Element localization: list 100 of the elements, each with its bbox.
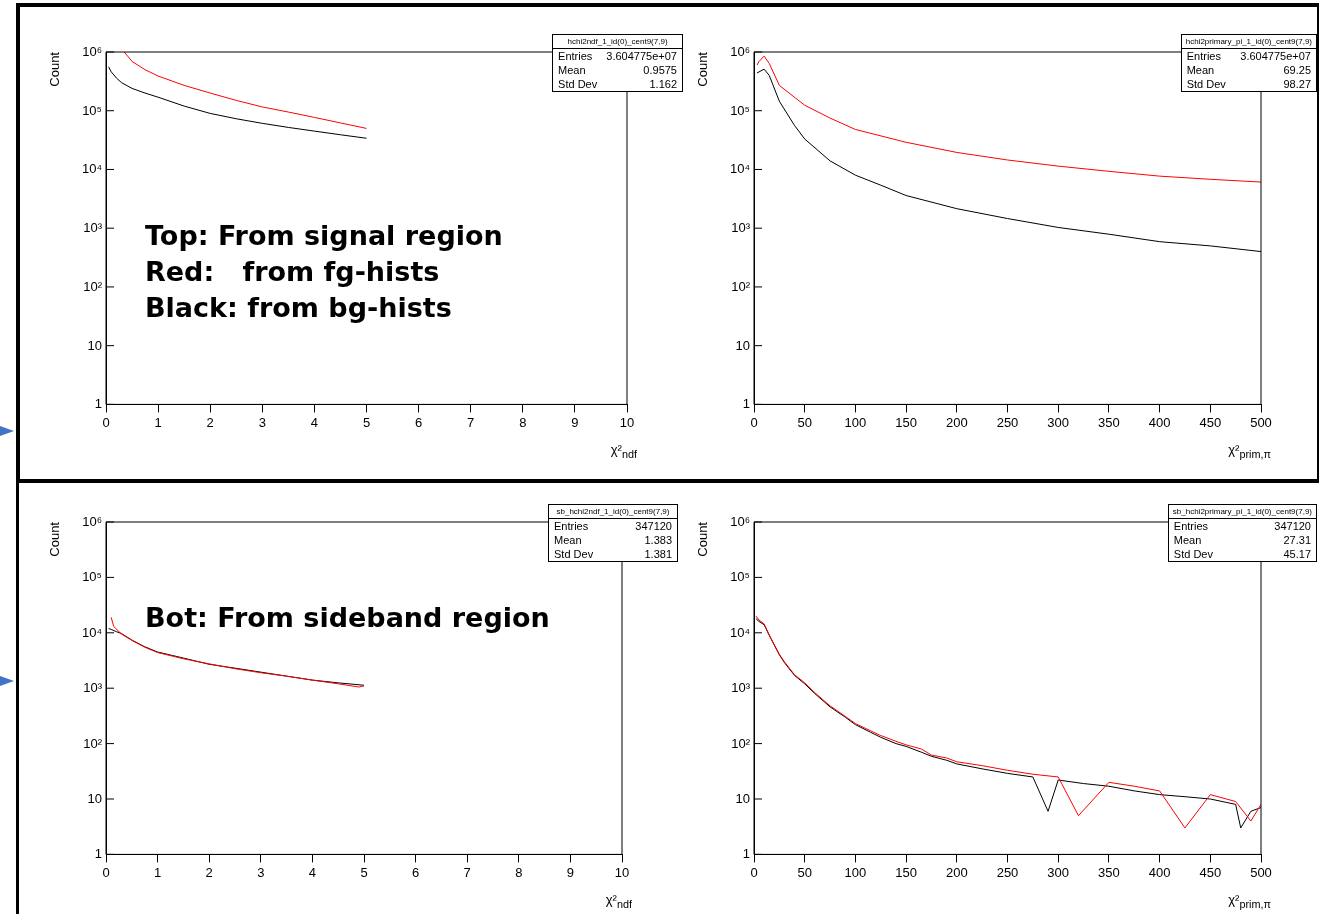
y-tick-label: 10² [83,278,102,295]
x-tick-label: 0 [750,864,758,880]
y-axis-title: Count [47,521,63,557]
x-tick-label: 10 [619,414,635,430]
text: hchi2ndf_1_id(0)_cent9(7,9) [553,35,682,49]
text: Std Dev 45.17 [1173,548,1311,560]
x-tick-label: 50 [797,864,812,880]
x-tick-label: 5 [360,864,368,880]
text: Mean 1.383 [554,534,672,546]
y-axis-title: Count [695,51,711,87]
annotation: Red: from fg-hists [145,255,441,289]
x-tick-label: 100 [844,414,867,430]
x-tick-label: 250 [996,864,1019,880]
x-axis-title: χ²$_{prim,π}$ [1228,442,1271,460]
y-tick-label: 10⁴ [81,624,102,641]
x-tick-label: 200 [945,864,968,880]
y-tick-label: 1 [94,396,102,413]
annotation: Bot: From sideband region [145,601,550,635]
y-tick-label: 10⁴ [81,161,102,178]
x-tick-label: 6 [411,864,420,880]
x-tick-label: 3 [257,864,265,880]
x-tick-label: 100 [844,864,867,880]
y-tick-label: 10⁶ [730,44,750,60]
text: Std Dev 1.381 [554,548,672,560]
text: Entries 3.604775e+07 [1186,50,1311,62]
x-tick-label: 400 [1148,414,1171,430]
y-axis-title: Count [47,51,63,87]
annotation: Top: From signal region [145,219,503,253]
x-tick-label: 9 [566,864,575,880]
x-tick-label: 200 [945,414,968,430]
x-tick-label: 0 [750,414,758,430]
y-tick-label: 10⁶ [730,514,750,530]
y-tick-label: 10⁵ [730,102,750,119]
y-tick-label: 1 [742,846,750,863]
x-tick-label: 500 [1250,864,1272,880]
y-axis-title: Count [695,521,711,557]
text: Entries 347120 [1173,520,1311,532]
x-tick-label: 400 [1148,864,1171,880]
x-tick-label: 5 [362,414,371,430]
x-tick-label: 450 [1199,864,1222,880]
x-tick-label: 7 [463,864,471,880]
text: Entries 3.604775e+07 [558,50,677,62]
x-tick-label: 50 [797,414,812,430]
x-tick-label: 7 [467,414,475,430]
y-tick-label: 10² [731,278,750,295]
x-tick-label: 8 [519,414,527,430]
text: sb_hchi2ndf_1_id(0)_cent9(7,9) [549,505,677,519]
x-tick-label: 350 [1098,414,1120,430]
y-tick-label: 10 [735,337,750,354]
x-tick-label: 450 [1199,414,1222,430]
x-tick-label: 150 [895,414,917,430]
y-tick-label: 10⁴ [729,624,750,641]
x-tick-label: 2 [206,414,214,430]
text: Mean 69.25 [1186,64,1311,76]
text: Entries 347120 [554,520,672,532]
x-tick-label: 1 [153,864,162,880]
text: Std Dev 1.162 [558,78,677,90]
y-tick-label: 10⁵ [82,569,102,586]
x-tick-label: 4 [310,414,319,430]
x-tick-label: 10 [614,864,630,880]
x-tick-label: 4 [308,864,317,880]
x-tick-label: 300 [1047,864,1070,880]
y-tick-label: 1 [94,846,102,863]
y-tick-label: 10³ [731,220,750,237]
y-tick-label: 10⁶ [82,44,102,60]
x-tick-label: 1 [154,414,162,430]
text: hchi2primary_pi_1_id(0)_cent9(7,9) [1181,35,1316,49]
y-tick-label: 10² [731,735,750,752]
x-tick-label: 3 [258,414,266,430]
x-tick-label: 0 [102,864,110,880]
text: Mean 27.31 [1173,534,1311,546]
y-tick-label: 10⁴ [729,161,750,178]
x-tick-label: 2 [205,864,213,880]
x-tick-label: 0 [102,414,110,430]
x-tick-label: 500 [1250,414,1272,430]
text: Mean 0.9575 [558,64,677,76]
y-tick-label: 10³ [83,220,102,237]
x-tick-label: 6 [414,414,423,430]
text: sb_hchi2primary_pi_1_id(0)_cent9(7,9) [1168,505,1316,519]
y-tick-label: 10⁶ [82,514,102,530]
y-tick-label: 10² [83,735,102,752]
y-tick-label: 10 [87,791,102,807]
y-tick-label: 10⁵ [730,569,750,586]
y-tick-label: 10 [735,791,750,807]
y-tick-label: 10⁵ [82,102,102,119]
y-tick-label: 10³ [731,680,750,697]
x-tick-label: 150 [895,864,917,880]
x-tick-label: 250 [996,414,1019,430]
x-axis-title: χ²$_{ndf}$ [605,892,632,910]
text: Std Dev 98.27 [1186,78,1311,90]
x-tick-label: 350 [1098,864,1120,880]
y-tick-label: 10³ [83,680,102,697]
x-axis-title: χ²$_{ndf}$ [610,442,637,460]
x-axis-title: χ²$_{prim,π}$ [1228,892,1271,910]
x-tick-label: 300 [1047,414,1070,430]
x-tick-label: 9 [571,414,579,430]
x-tick-label: 8 [515,864,523,880]
annotation: Black: from bg-hists [145,291,453,325]
y-tick-label: 1 [742,396,750,413]
y-tick-label: 10 [87,337,102,354]
